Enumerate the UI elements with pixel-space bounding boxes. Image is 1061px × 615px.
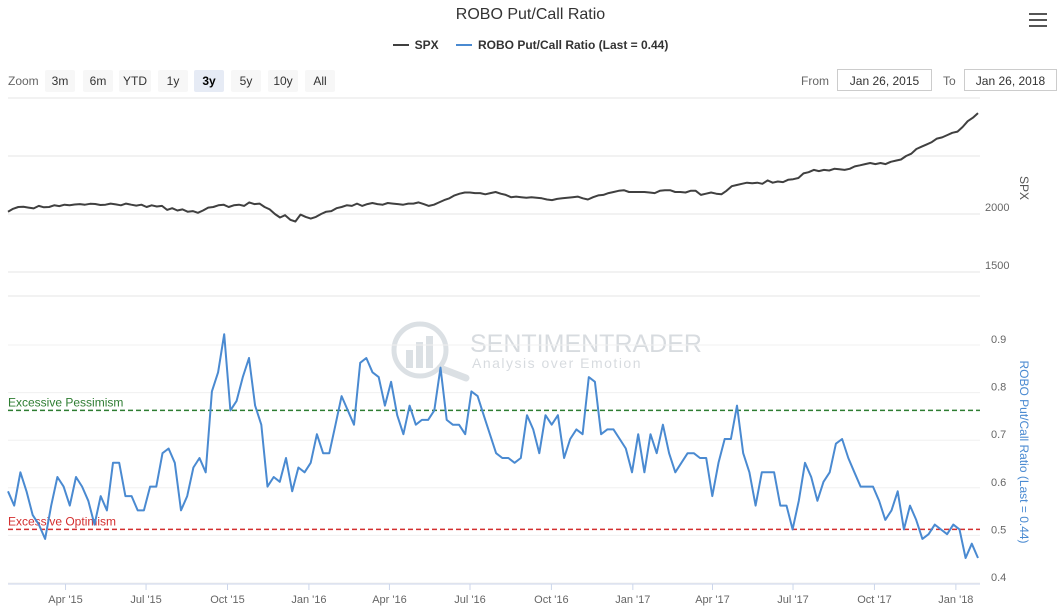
from-label: From bbox=[801, 74, 829, 88]
legend-label-spx: SPX bbox=[414, 38, 439, 52]
zoom-button-1y[interactable]: 1y bbox=[158, 70, 188, 92]
to-label: To bbox=[943, 74, 956, 88]
reference-line-label: Excessive Pessimism bbox=[8, 395, 123, 409]
x-tick-label: Apr '17 bbox=[695, 594, 730, 606]
from-date-input[interactable]: Jan 26, 2015 bbox=[837, 69, 932, 91]
spx-line bbox=[7, 112, 979, 223]
pcr-axis-title: ROBO Put/Call Ratio (Last = 0.44) bbox=[1017, 360, 1031, 543]
pcr-series bbox=[7, 333, 979, 559]
reference-lines: Excessive Pessimism Excessive Optimism bbox=[8, 395, 980, 531]
reference-line-label: Excessive Optimism bbox=[8, 514, 116, 528]
watermark-magnifier-handle bbox=[436, 364, 470, 382]
chart-title: ROBO Put/Call Ratio bbox=[455, 6, 606, 23]
spx-y-axis: 1500 2000 bbox=[985, 202, 1009, 272]
zoom-button-3y[interactable]: 3y bbox=[194, 70, 224, 92]
x-tick-label: Apr '16 bbox=[372, 594, 407, 606]
menu-bar bbox=[1029, 13, 1047, 15]
zoom-label: Zoom bbox=[8, 74, 39, 88]
x-tick-label: Jan '18 bbox=[938, 594, 973, 606]
x-axis: Apr '15 Jul '15 Oct '15 Jan '16 Apr '16 Jul '… bbox=[8, 583, 980, 606]
menu-bar bbox=[1029, 25, 1047, 27]
watermark-brand: SENTIMENTRADER bbox=[470, 330, 702, 358]
pcr-tick-label: 0.5 bbox=[991, 524, 1006, 536]
zoom-button-6m[interactable]: 6m bbox=[83, 70, 113, 92]
zoom-button-ytd[interactable]: YTD bbox=[119, 70, 151, 92]
pcr-grid: 0.4 0.5 0.6 0.7 0.8 0.9 bbox=[8, 334, 1006, 584]
to-date-input[interactable]: Jan 26, 2018 bbox=[964, 69, 1057, 91]
legend-swatch-spx bbox=[392, 44, 409, 46]
pcr-tick-label: 0.4 bbox=[991, 572, 1006, 584]
pcr-line bbox=[7, 333, 979, 559]
watermark-tagline: Analysis over Emotion bbox=[472, 355, 642, 371]
watermark-logo-icon bbox=[391, 321, 449, 379]
x-tick-label: Apr '15 bbox=[48, 594, 83, 606]
pcr-tick-label: 0.7 bbox=[991, 429, 1006, 441]
legend-swatch-put-call bbox=[455, 44, 472, 46]
hamburger-icon[interactable] bbox=[1029, 13, 1047, 31]
spx-series bbox=[7, 112, 979, 223]
pcr-tick-label: 0.9 bbox=[991, 334, 1006, 346]
x-tick-label: Oct '15 bbox=[210, 594, 245, 606]
legend-label-put-call: ROBO Put/Call Ratio (Last = 0.44) bbox=[477, 38, 669, 52]
watermark-bar bbox=[406, 350, 413, 368]
spx-tick-label: 2000 bbox=[985, 202, 1009, 214]
legend-item-put-call[interactable]: ROBO Put/Call Ratio (Last = 0.44) bbox=[455, 38, 669, 52]
spx-tick-label: 1500 bbox=[985, 260, 1009, 272]
zoom-button-3m[interactable]: 3m bbox=[45, 70, 75, 92]
x-tick-label: Jan '16 bbox=[291, 594, 326, 606]
zoom-button-10y[interactable]: 10y bbox=[268, 70, 298, 92]
menu-bar bbox=[1029, 19, 1047, 21]
watermark: SENTIMENTRADER Analysis over Emotion bbox=[391, 321, 702, 382]
legend-item-spx[interactable]: SPX bbox=[392, 38, 439, 52]
x-tick-label: Jul '15 bbox=[130, 594, 161, 606]
x-tick-label: Oct '17 bbox=[857, 594, 892, 606]
watermark-bar bbox=[416, 342, 423, 368]
x-tick-label: Jul '17 bbox=[777, 594, 808, 606]
pcr-tick-label: 0.6 bbox=[991, 477, 1006, 489]
x-tick-label: Oct '16 bbox=[534, 594, 569, 606]
zoom-button-all[interactable]: All bbox=[305, 70, 335, 92]
pcr-tick-label: 0.8 bbox=[991, 382, 1006, 394]
x-tick-label: Jul '16 bbox=[454, 594, 485, 606]
x-tick-label: Jan '17 bbox=[615, 594, 650, 606]
watermark-bar bbox=[426, 336, 433, 368]
legend: SPX ROBO Put/Call Ratio (Last = 0.44) bbox=[0, 35, 1061, 52]
spx-axis-title: SPX bbox=[1017, 176, 1031, 200]
zoom-button-5y[interactable]: 5y bbox=[231, 70, 261, 92]
